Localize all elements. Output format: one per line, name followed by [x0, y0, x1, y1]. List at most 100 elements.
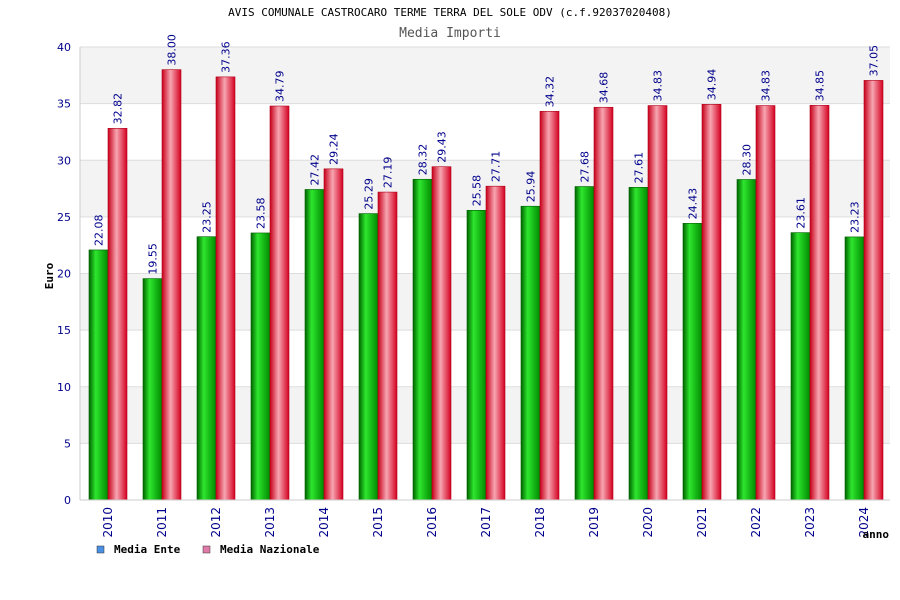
bar-media-ente-2012 — [196, 236, 217, 501]
bar-media-nazionale-2011 — [161, 69, 182, 501]
y-tick-label: 20 — [57, 268, 71, 281]
chart-title: AVIS COMUNALE CASTROCARO TERME TERRA DEL… — [228, 6, 672, 19]
x-tick-label-2024: 2024 — [857, 507, 871, 538]
y-tick-label: 25 — [57, 211, 71, 224]
value-label-media-ente-2014: 27.42 — [309, 154, 322, 186]
bar-media-nazionale-2016 — [431, 166, 452, 501]
chart-subtitle: Media Importi — [399, 26, 501, 41]
y-tick-label: 35 — [57, 98, 71, 111]
bar-media-ente-2018 — [520, 205, 541, 501]
bars — [88, 69, 884, 501]
value-label-media-ente-2017: 25.58 — [471, 175, 484, 207]
bar-media-nazionale-2013 — [269, 105, 290, 501]
x-tick-label-2021: 2021 — [695, 507, 709, 538]
x-tick-label-2010: 2010 — [101, 507, 115, 538]
value-label-media-ente-2013: 23.58 — [255, 197, 268, 229]
bar-media-ente-2023 — [790, 232, 811, 501]
legend: Media Ente Media Nazionale — [96, 543, 320, 556]
plot-band — [80, 103, 890, 161]
value-label-media-ente-2016: 28.32 — [417, 144, 430, 176]
bar-media-ente-2014 — [304, 189, 325, 501]
y-tick-label: 5 — [64, 437, 71, 450]
value-label-media-ente-2015: 25.29 — [363, 178, 376, 210]
bar-media-ente-2020 — [628, 187, 649, 501]
bar-media-ente-2024 — [844, 236, 865, 501]
legend-label-media-ente: Media Ente — [114, 543, 181, 556]
x-tick-label-2014: 2014 — [317, 507, 331, 538]
value-label-media-nazionale-2014: 29.24 — [328, 133, 341, 165]
value-label-media-ente-2018: 25.94 — [525, 171, 538, 203]
x-tick-label-2011: 2011 — [155, 507, 169, 538]
value-label-media-nazionale-2021: 34.94 — [706, 69, 719, 101]
legend-swatch-media-ente — [96, 545, 105, 554]
x-tick-label-2015: 2015 — [371, 507, 385, 538]
x-axis-ticks: 2010 2011 2012 2013 2014 2015 2016 2017 2018 2019… — [101, 507, 871, 538]
y-axis-ticks: 0 5 10 15 20 25 30 35 40 — [57, 41, 71, 507]
bar-media-ente-2011 — [142, 278, 163, 501]
legend-swatch-media-nazionale — [202, 545, 211, 554]
value-label-media-ente-2022: 28.30 — [741, 144, 754, 176]
value-label-media-nazionale-2017: 27.71 — [490, 151, 503, 183]
bar-media-ente-2017 — [466, 210, 487, 501]
bar-media-ente-2013 — [250, 232, 271, 501]
y-axis-label: Euro — [43, 262, 56, 289]
x-tick-label-2018: 2018 — [533, 507, 547, 538]
value-label-media-nazionale-2023: 34.85 — [814, 70, 827, 102]
x-tick-label-2017: 2017 — [479, 507, 493, 538]
value-label-media-nazionale-2019: 34.68 — [598, 72, 611, 104]
bar-media-nazionale-2010 — [107, 128, 128, 501]
value-label-media-nazionale-2012: 37.36 — [220, 41, 233, 73]
bar-media-nazionale-2017 — [485, 185, 506, 501]
y-tick-label: 30 — [57, 154, 71, 167]
bar-media-ente-2015 — [358, 213, 379, 501]
bar-media-nazionale-2024 — [863, 80, 884, 501]
value-label-media-nazionale-2016: 29.43 — [436, 131, 449, 163]
bar-media-nazionale-2020 — [647, 105, 668, 501]
x-axis-label: anno — [863, 528, 890, 541]
x-tick-label-2022: 2022 — [749, 507, 763, 538]
y-tick-label: 0 — [64, 494, 71, 507]
bar-media-nazionale-2022 — [755, 105, 776, 501]
bar-media-nazionale-2014 — [323, 168, 344, 501]
value-label-media-nazionale-2024: 37.05 — [868, 45, 881, 77]
value-label-media-ente-2023: 23.61 — [795, 197, 808, 229]
value-label-media-ente-2012: 23.25 — [201, 201, 214, 233]
value-label-media-ente-2024: 23.23 — [849, 201, 862, 233]
value-label-media-nazionale-2013: 34.79 — [274, 71, 287, 103]
bar-media-nazionale-2012 — [215, 76, 236, 501]
bar-media-ente-2022 — [736, 179, 757, 501]
plot-band — [80, 47, 890, 104]
bar-media-nazionale-2021 — [701, 104, 722, 501]
value-label-media-ente-2010: 22.08 — [93, 214, 106, 246]
legend-label-media-nazionale: Media Nazionale — [220, 543, 320, 556]
y-tick-label: 10 — [57, 381, 71, 394]
value-label-media-nazionale-2020: 34.83 — [652, 70, 665, 102]
bar-media-nazionale-2015 — [377, 191, 398, 501]
x-tick-label-2023: 2023 — [803, 507, 817, 538]
value-label-media-nazionale-2015: 27.19 — [382, 157, 395, 189]
bar-media-nazionale-2023 — [809, 105, 830, 501]
value-label-media-ente-2020: 27.61 — [633, 152, 646, 184]
x-tick-label-2013: 2013 — [263, 507, 277, 538]
y-tick-label: 40 — [57, 41, 71, 54]
value-label-media-ente-2019: 27.68 — [579, 151, 592, 183]
value-label-media-nazionale-2010: 32.82 — [112, 93, 125, 125]
value-label-media-nazionale-2018: 34.32 — [544, 76, 557, 108]
x-tick-label-2012: 2012 — [209, 507, 223, 538]
x-tick-label-2016: 2016 — [425, 507, 439, 538]
value-label-media-nazionale-2011: 38.00 — [166, 34, 179, 66]
bar-media-ente-2021 — [682, 223, 703, 501]
x-tick-label-2019: 2019 — [587, 507, 601, 538]
bar-media-ente-2010 — [88, 249, 109, 501]
bar-media-ente-2016 — [412, 178, 433, 501]
value-label-media-ente-2011: 19.55 — [147, 243, 160, 275]
value-label-media-nazionale-2022: 34.83 — [760, 70, 773, 102]
value-label-media-ente-2021: 24.43 — [687, 188, 700, 220]
bar-media-ente-2019 — [574, 186, 595, 501]
x-tick-label-2020: 2020 — [641, 507, 655, 538]
y-tick-label: 15 — [57, 324, 71, 337]
value-labels: 22.08 32.82 19.55 38.00 23.25 37.36 23.58 34.79… — [93, 34, 881, 274]
bar-media-nazionale-2019 — [593, 106, 614, 501]
bar-media-nazionale-2018 — [539, 111, 560, 501]
